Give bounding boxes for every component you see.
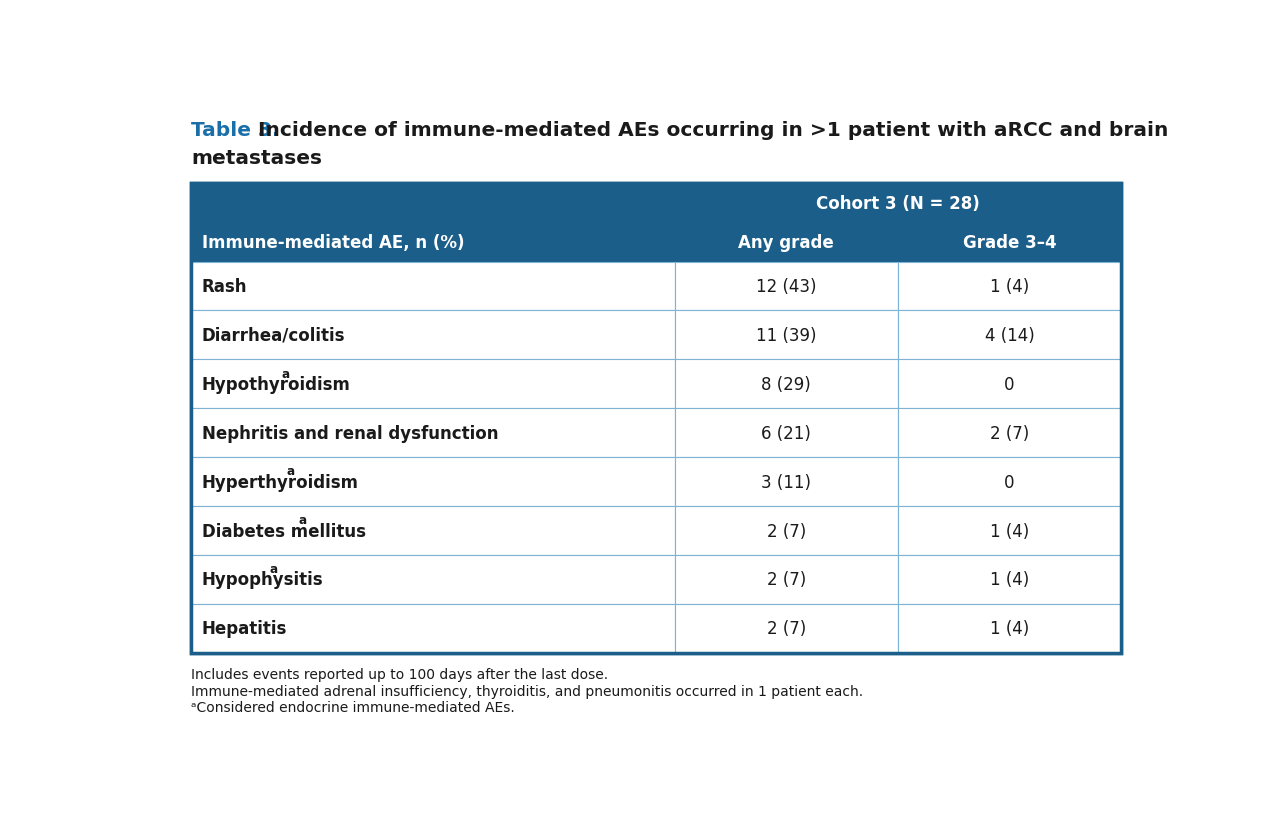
Text: 0: 0 (1004, 375, 1015, 394)
Bar (191, 457, 675, 506)
Text: a: a (282, 367, 289, 380)
Bar (675, 605, 897, 653)
Text: Table 3.: Table 3. (191, 121, 279, 140)
Bar (191, 360, 675, 409)
Text: 2 (7): 2 (7) (767, 522, 806, 540)
Text: Incidence of immune-mediated AEs occurring in >1 patient with aRCC and brain: Incidence of immune-mediated AEs occurri… (251, 121, 1169, 140)
Text: Cohort 3 (N = 28): Cohort 3 (N = 28) (815, 195, 979, 213)
Bar (675, 184, 1121, 224)
Bar (675, 311, 897, 360)
Text: ᵃConsidered endocrine immune-mediated AEs.: ᵃConsidered endocrine immune-mediated AE… (191, 700, 515, 715)
Bar (675, 506, 897, 555)
Bar (191, 311, 675, 360)
Text: metastases: metastases (191, 149, 323, 168)
Bar (675, 457, 897, 506)
Text: Hypothyroidism: Hypothyroidism (202, 375, 351, 394)
Text: Diabetes mellitus: Diabetes mellitus (202, 522, 366, 540)
Bar (191, 262, 675, 311)
Bar (675, 224, 897, 262)
Text: Hyperthyroidism: Hyperthyroidism (202, 473, 358, 491)
Bar (675, 360, 897, 409)
Bar (897, 262, 1121, 311)
Text: Immune-mediated adrenal insufficiency, thyroiditis, and pneumonitis occurred in : Immune-mediated adrenal insufficiency, t… (191, 684, 863, 698)
Text: Diarrhea/colitis: Diarrhea/colitis (202, 327, 346, 345)
Text: Includes events reported up to 100 days after the last dose.: Includes events reported up to 100 days … (191, 667, 608, 681)
Bar (897, 506, 1121, 555)
Bar (191, 184, 1121, 653)
Bar (191, 224, 675, 262)
Text: 1 (4): 1 (4) (989, 278, 1029, 296)
Text: 1 (4): 1 (4) (989, 571, 1029, 589)
Text: a: a (270, 562, 278, 576)
Bar (897, 555, 1121, 605)
Bar (897, 311, 1121, 360)
Text: 2 (7): 2 (7) (989, 424, 1029, 442)
Text: 1 (4): 1 (4) (989, 522, 1029, 540)
Text: 4 (14): 4 (14) (984, 327, 1034, 345)
Bar (191, 605, 675, 653)
Bar (191, 409, 675, 457)
Bar (897, 409, 1121, 457)
Bar (675, 262, 897, 311)
Bar (897, 605, 1121, 653)
Text: Hypophysitis: Hypophysitis (202, 571, 324, 589)
Text: 2 (7): 2 (7) (767, 571, 806, 589)
Bar (191, 555, 675, 605)
Text: Immune-mediated AE, n (%): Immune-mediated AE, n (%) (202, 234, 465, 252)
Text: 6 (21): 6 (21) (762, 424, 812, 442)
Bar (897, 224, 1121, 262)
Text: a: a (287, 465, 294, 478)
Text: a: a (298, 514, 306, 527)
Text: 1 (4): 1 (4) (989, 619, 1029, 638)
Text: 11 (39): 11 (39) (756, 327, 817, 345)
Text: 3 (11): 3 (11) (762, 473, 812, 491)
Bar (897, 457, 1121, 506)
Text: 8 (29): 8 (29) (762, 375, 812, 394)
Bar (191, 506, 675, 555)
Text: 12 (43): 12 (43) (756, 278, 817, 296)
Text: 2 (7): 2 (7) (767, 619, 806, 638)
Text: Nephritis and renal dysfunction: Nephritis and renal dysfunction (202, 424, 498, 442)
Text: Any grade: Any grade (739, 234, 835, 252)
Text: Rash: Rash (202, 278, 247, 296)
Bar (191, 184, 675, 224)
Text: Grade 3–4: Grade 3–4 (963, 234, 1056, 252)
Bar (191, 184, 1121, 653)
Bar (675, 409, 897, 457)
Text: Hepatitis: Hepatitis (202, 619, 287, 638)
Bar (897, 360, 1121, 409)
Text: 0: 0 (1004, 473, 1015, 491)
Bar (675, 555, 897, 605)
